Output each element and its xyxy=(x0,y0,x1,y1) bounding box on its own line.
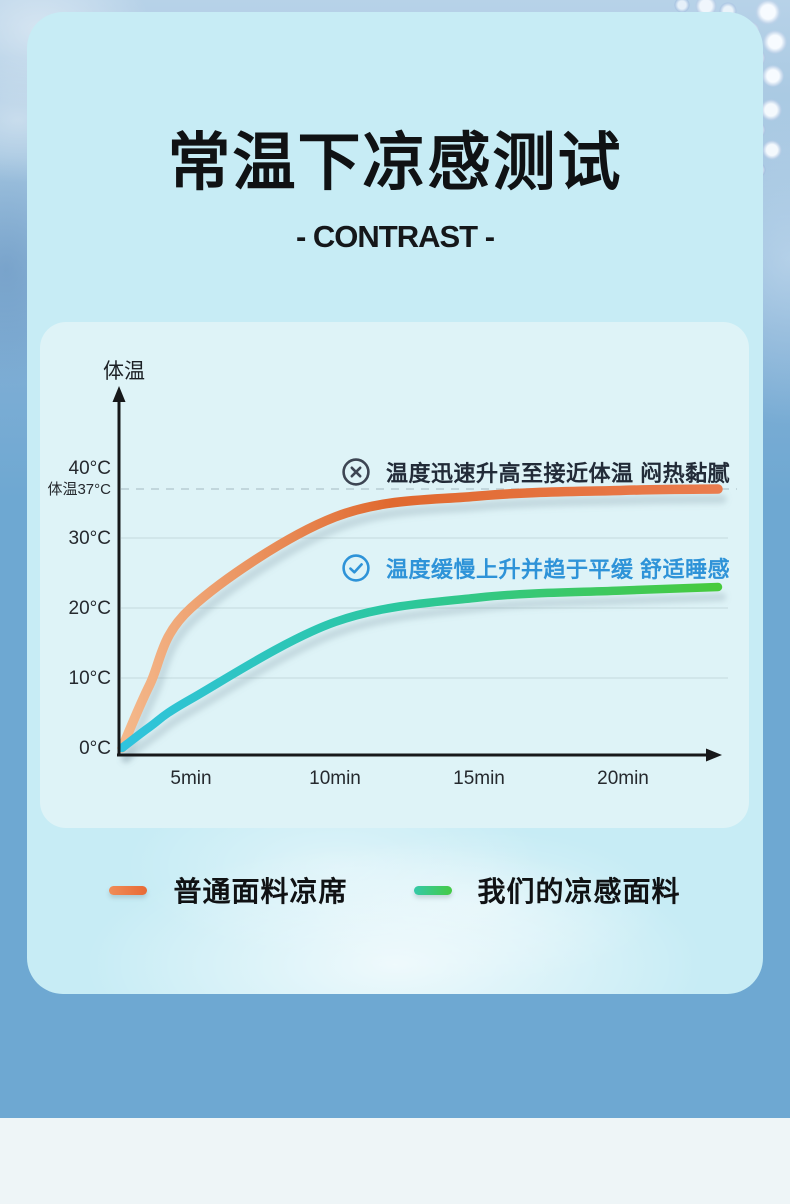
page-title: 常温下凉感测试 xyxy=(167,128,623,198)
y-axis-title: 体温 xyxy=(103,360,145,383)
reference-line-label: 体温37°C xyxy=(47,481,111,498)
annotation-ordinary-text: 温度迅速升高至接近体温 闷热黏腻 xyxy=(386,461,731,486)
green-line-swatch xyxy=(413,885,452,895)
series-curve-1 xyxy=(117,582,723,753)
y-tick-10: 10°C xyxy=(69,668,111,689)
annotation-cooling-fabric: 温度缓慢上升并趋于平缓 舒适睡感 xyxy=(341,552,730,584)
axis-labels: 体温 40°C 30°C 20°C 10°C 0°C 体温37°C 5min 10min 15m… xyxy=(47,360,648,789)
x-tick-15: 15min xyxy=(453,768,505,789)
curves xyxy=(117,484,723,753)
legend-label-cooling: 我们的凉感面料 xyxy=(477,876,681,907)
axes xyxy=(112,386,722,762)
chart-card: 体温 40°C 30°C 20°C 10°C 0°C 体温37°C 5min 10min 15m… xyxy=(40,322,749,828)
check-circle-icon xyxy=(342,554,370,582)
annotation-ordinary-fabric: 温度迅速升高至接近体温 闷热黏腻 xyxy=(341,456,730,488)
cross-circle-icon xyxy=(342,458,370,486)
main-panel: 常温下凉感测试 - CONTRAST - 体温 40°C 30°C 20°C 10°C… xyxy=(27,12,763,994)
orange-line-swatch xyxy=(109,885,148,895)
legend-item-ordinary: 普通面料凉席 xyxy=(109,870,347,910)
background-bottom-strip xyxy=(0,1118,790,1204)
y-tick-20: 20°C xyxy=(69,598,111,619)
legend-item-cooling: 我们的凉感面料 xyxy=(413,870,681,910)
y-tick-40: 40°C xyxy=(69,458,111,479)
temperature-line-chart: 体温 40°C 30°C 20°C 10°C 0°C 体温37°C 5min 10min 15m… xyxy=(47,360,737,789)
annotation-cooling-text: 温度缓慢上升并趋于平缓 舒适睡感 xyxy=(386,557,731,582)
x-tick-20: 20min xyxy=(597,768,649,789)
y-tick-0: 0°C xyxy=(79,738,111,759)
x-tick-5: 5min xyxy=(170,768,211,789)
y-tick-30: 30°C xyxy=(69,528,111,549)
page-subtitle: - CONTRAST - xyxy=(295,219,495,254)
series-curve-0 xyxy=(117,484,723,753)
x-tick-10: 10min xyxy=(309,768,361,789)
legend-label-ordinary: 普通面料凉席 xyxy=(173,876,348,907)
curve-shadows xyxy=(121,494,727,763)
legend: 普通面料凉席 我们的凉感面料 xyxy=(27,870,763,910)
